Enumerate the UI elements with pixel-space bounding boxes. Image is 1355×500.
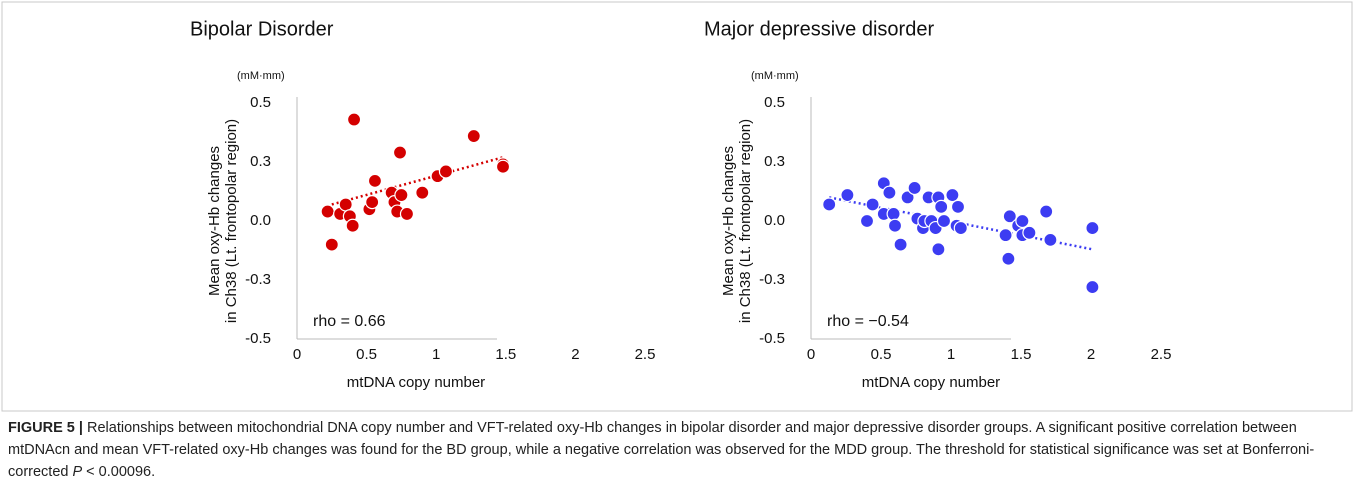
caption-label: FIGURE 5 | (8, 420, 83, 436)
data-point (859, 213, 875, 229)
figure-frame (1, 1, 1353, 412)
y-axis-label: Mean oxy-Hb changes (720, 146, 737, 296)
x-axis-label: mtDNA copy number (347, 374, 485, 391)
data-point (907, 180, 922, 196)
x-tick-label: 2.5 (1151, 346, 1172, 363)
data-point (934, 199, 949, 214)
caption-text: Relationships between mitochondrial DNA … (8, 420, 1315, 480)
annotation: rho = −0.54 (827, 313, 909, 330)
x-tick-label: 1.5 (1011, 346, 1032, 363)
data-point (840, 187, 855, 203)
data-point (324, 237, 339, 252)
data-point (865, 197, 880, 212)
caption: FIGURE 5 | Relationships between mitocho… (8, 417, 1348, 483)
data-point (1085, 279, 1100, 295)
x-axis-label: mtDNA copy number (862, 374, 1000, 391)
data-point (399, 206, 415, 222)
y-tick-label: -0.5 (759, 330, 785, 347)
unit-label: (mM·mm) (751, 70, 799, 82)
unit-label: (mM·mm) (237, 70, 285, 82)
data-point (1022, 225, 1037, 240)
y-tick-label: 0.0 (250, 212, 271, 229)
x-tick-label: 0.5 (356, 346, 377, 363)
data-point (394, 187, 409, 203)
chart-title: Bipolar Disorder (190, 18, 334, 40)
y-tick-label: 0.5 (764, 94, 785, 111)
x-tick-label: 1.5 (495, 346, 516, 363)
data-point (953, 220, 968, 236)
x-tick-label: 2.5 (635, 346, 656, 363)
y-tick-label: -0.5 (245, 330, 271, 347)
data-point (320, 204, 335, 219)
data-point (1001, 251, 1016, 266)
x-tick-label: 1 (432, 346, 440, 363)
data-point (998, 228, 1013, 243)
data-point (1015, 213, 1030, 229)
y-tick-label: 0.3 (764, 153, 785, 170)
x-tick-label: 0 (807, 346, 815, 363)
data-point (365, 195, 380, 210)
x-tick-label: 0.5 (871, 346, 892, 363)
y-axis-label: Mean oxy-Hb changes (206, 146, 223, 296)
data-point (346, 112, 362, 127)
caption-italic: P (72, 464, 83, 480)
data-point (882, 185, 897, 200)
data-point (438, 164, 454, 179)
data-point (945, 187, 960, 203)
data-point (931, 242, 946, 257)
x-tick-label: 2 (571, 346, 579, 363)
y-axis-label: in Ch38 (Lt. frontopolar region) (223, 119, 240, 323)
data-point (367, 173, 383, 188)
y-axis-label: in Ch38 (Lt. frontopolar region) (737, 119, 754, 323)
x-tick-label: 0 (293, 346, 301, 363)
chart-title: Major depressive disorder (704, 18, 934, 40)
data-point (886, 206, 901, 222)
figure: Bipolar Disorder (mM·mm) Mean oxy-Hb chang… (1, 1, 1353, 412)
data-point (392, 145, 408, 160)
data-point (887, 218, 903, 233)
caption-text-after: < 0.00096. (82, 464, 156, 480)
data-point (415, 185, 430, 200)
annotation: rho = 0.66 (313, 313, 386, 330)
y-tick-label: 0.0 (764, 212, 785, 229)
data-point (822, 197, 837, 212)
data-point (950, 199, 966, 214)
y-tick-label: -0.3 (245, 271, 271, 288)
data-point (936, 213, 952, 229)
data-point (1085, 220, 1100, 236)
data-point (1043, 232, 1058, 247)
y-tick-label: 0.5 (250, 94, 271, 111)
data-point (900, 190, 915, 205)
x-tick-label: 2 (1087, 346, 1095, 363)
data-point (495, 159, 511, 174)
data-point (466, 128, 481, 144)
y-tick-label: -0.3 (759, 271, 785, 288)
data-point (1039, 204, 1054, 219)
data-point (338, 197, 353, 212)
y-tick-label: 0.3 (250, 153, 271, 170)
x-tick-label: 1 (947, 346, 955, 363)
data-point (893, 237, 908, 252)
data-point (345, 218, 360, 233)
data-point (1002, 209, 1017, 224)
